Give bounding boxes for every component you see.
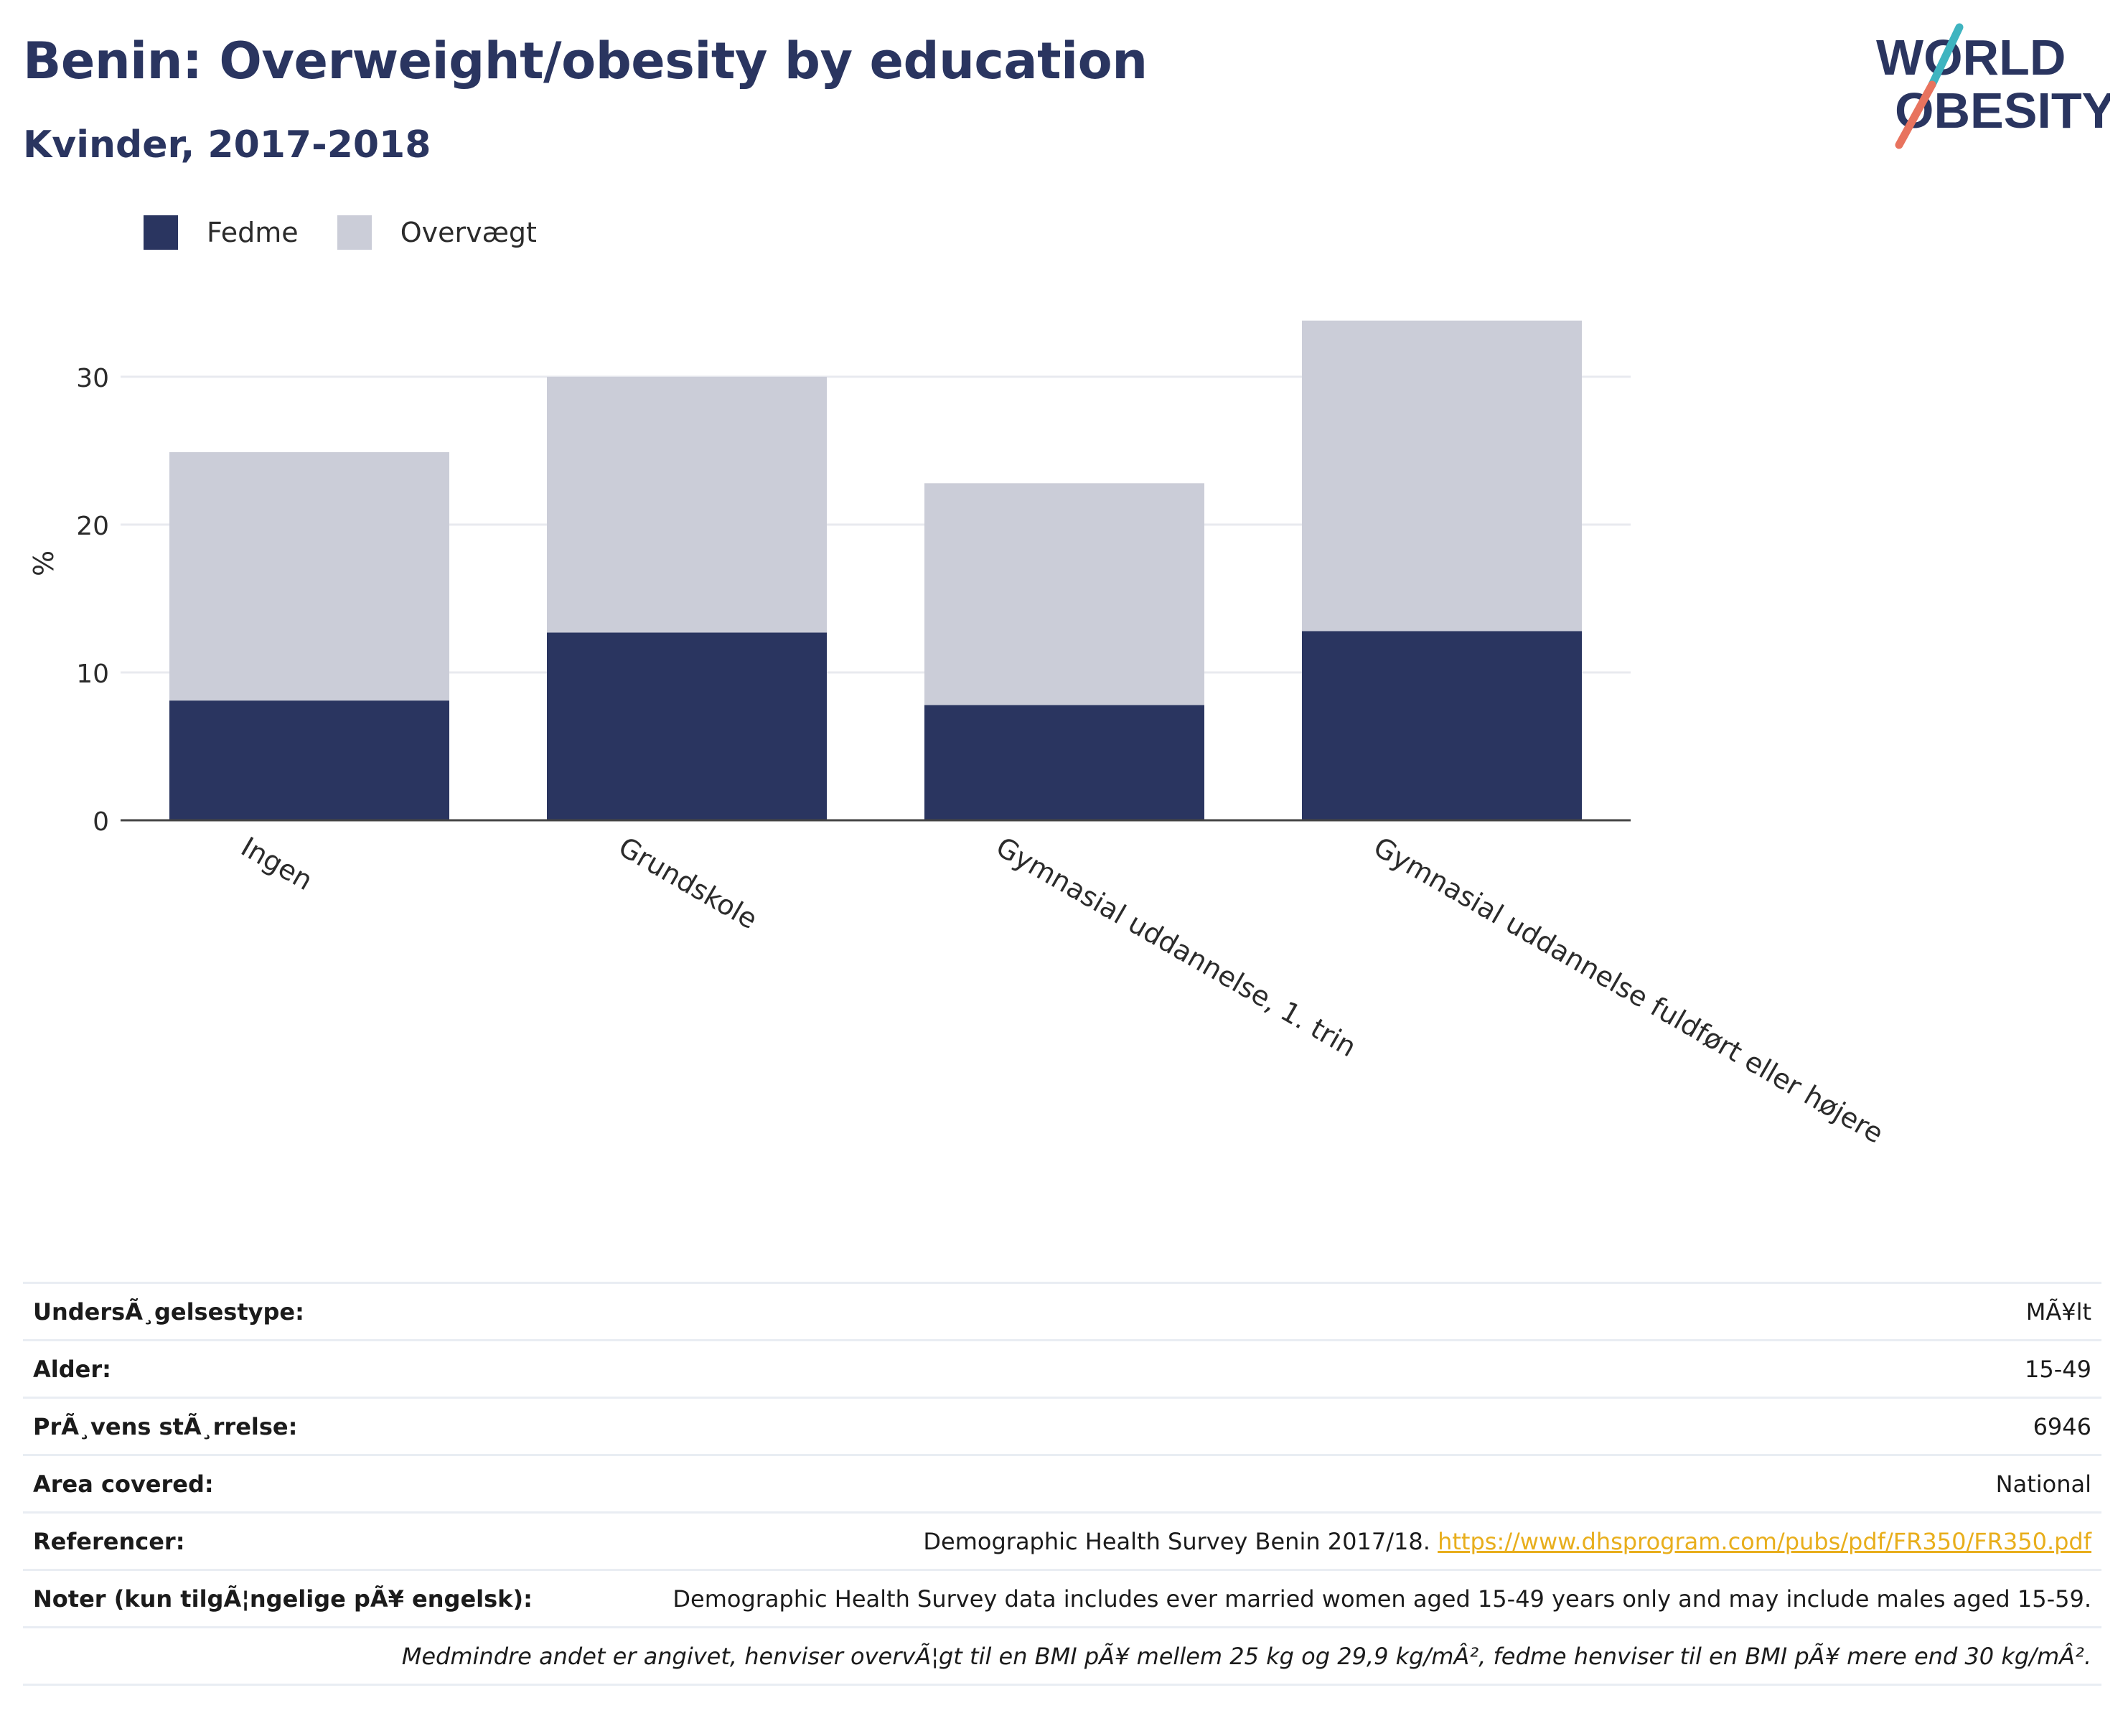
info-row: PrÃ¸vens stÃ¸rrelse: 6946 — [23, 1397, 2101, 1456]
info-key-notes: Noter (kun tilgÃ¦ngelige pÃ¥ engelsk): — [23, 1569, 575, 1628]
info-row: Alder: 15-49 — [23, 1339, 2101, 1399]
chart-legend: Fedme Overvægt — [144, 212, 576, 253]
info-value-notes: Demographic Health Survey data includes … — [574, 1569, 2101, 1628]
info-row-references: Referencer: Demographic Health Survey Be… — [23, 1511, 2101, 1571]
logo-line1: WORLD — [1876, 29, 2066, 85]
legend-item-overvaegt[interactable]: Overvægt — [337, 215, 537, 250]
x-tick-label-gymnasial-uddannelse-1-trin: Gymnasial uddannelse, 1. trin — [991, 831, 1362, 1064]
reference-text: Demographic Health Survey Benin 2017/18. — [923, 1527, 1438, 1555]
x-tick-label-grundskole: Grundskole — [614, 831, 763, 936]
x-tick-label-ingen: Ingen — [236, 831, 319, 897]
logo-teal-stroke — [1928, 23, 1964, 89]
info-value-survey-type: MÃ¥lt — [574, 1282, 2101, 1341]
info-row: UndersÃ¸gelsestype: MÃ¥lt — [23, 1282, 2101, 1341]
world-obesity-logo: WORLD OBESITY — [1876, 23, 2110, 149]
bar-overv-gt-gymnasial-uddannelse-fuldf-rt-eller-h-jere — [1302, 320, 1582, 632]
info-value-references: Demographic Health Survey Benin 2017/18.… — [574, 1511, 2101, 1571]
page-subtitle: Kvinder, 2017-2018 — [23, 123, 431, 166]
legend-label-fedme: Fedme — [207, 217, 299, 248]
reference-link[interactable]: https://www.dhsprogram.com/pubs/pdf/FR35… — [1438, 1527, 2091, 1555]
x-tick-label-gymnasial-uddannelse-fuldf-rt-eller-h-jere: Gymnasial uddannelse fuldført eller høje… — [1369, 831, 1889, 1150]
legend-item-fedme[interactable]: Fedme — [144, 215, 299, 250]
y-axis-label: % — [28, 550, 60, 576]
info-key-references: Referencer: — [23, 1511, 575, 1571]
bar-fedme-grundskole — [547, 632, 827, 820]
page-title: Benin: Overweight/obesity by education — [23, 32, 1148, 90]
bar-overv-gt-ingen — [169, 452, 449, 701]
info-key-sample-size: PrÃ¸vens stÃ¸rrelse: — [23, 1397, 575, 1456]
info-key-age: Alder: — [23, 1339, 575, 1399]
info-value-area: National — [574, 1454, 2101, 1514]
bar-overv-gt-grundskole — [547, 377, 827, 633]
info-footnote: Medmindre andet er angivet, henviser ove… — [23, 1626, 2101, 1686]
bar-fedme-gymnasial-uddannelse-1-trin — [924, 705, 1204, 820]
info-value-age: 15-49 — [574, 1339, 2101, 1399]
survey-info-table: UndersÃ¸gelsestype: MÃ¥lt Alder: 15-49 P… — [23, 1282, 2101, 1686]
bar-overv-gt-gymnasial-uddannelse-1-trin — [924, 483, 1204, 705]
legend-swatch-fedme — [144, 215, 178, 250]
stacked-bar-chart: 0 10 20 30% Ingen Grundskole Gymnasial uddanne… — [28, 320, 1889, 1150]
info-row-footnote: Medmindre andet er angivet, henviser ove… — [23, 1626, 2101, 1686]
logo-coral-stroke — [1895, 80, 1936, 149]
legend-swatch-overvaegt — [337, 215, 372, 250]
y-tick-label-20: 20 — [76, 512, 109, 541]
info-row-notes: Noter (kun tilgÃ¦ngelige pÃ¥ engelsk): D… — [23, 1569, 2101, 1628]
info-row: Area covered: National — [23, 1454, 2101, 1514]
bar-fedme-ingen — [169, 700, 449, 820]
info-key-survey-type: UndersÃ¸gelsestype: — [23, 1282, 575, 1341]
y-tick-label-30: 30 — [76, 364, 109, 393]
y-tick-label-10: 10 — [76, 660, 109, 689]
info-value-sample-size: 6946 — [574, 1397, 2101, 1456]
y-tick-label-0: 0 — [93, 807, 109, 837]
legend-label-overvaegt: Overvægt — [400, 217, 537, 248]
info-key-area: Area covered: — [23, 1454, 575, 1514]
bar-fedme-gymnasial-uddannelse-fuldf-rt-eller-h-jere — [1302, 631, 1582, 820]
